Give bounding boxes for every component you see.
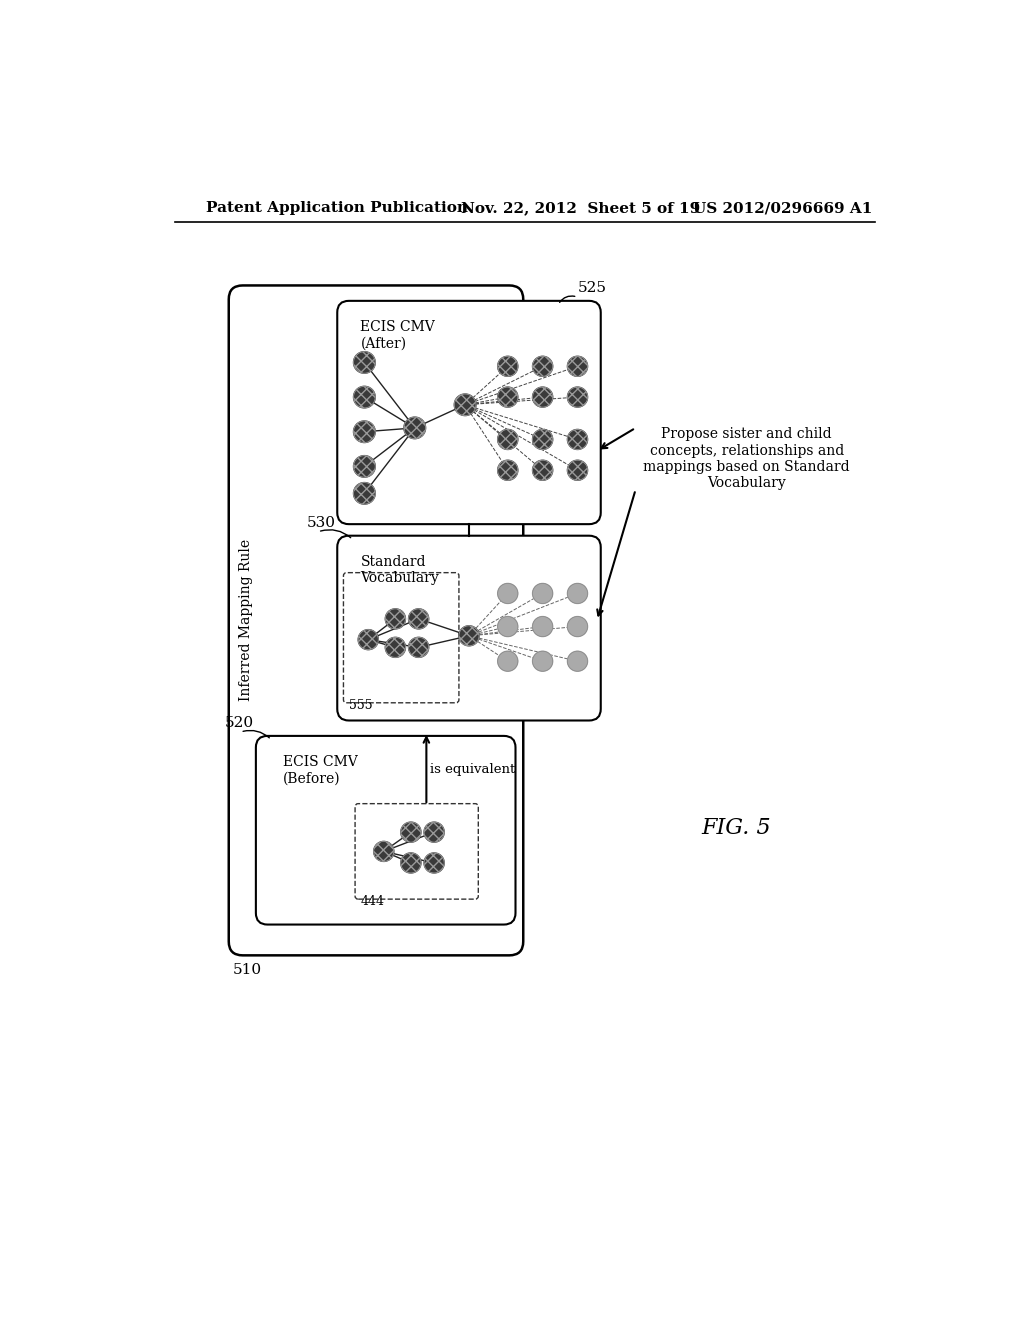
- Text: 444: 444: [360, 895, 384, 908]
- Text: 530: 530: [306, 516, 335, 529]
- Circle shape: [567, 429, 588, 449]
- Circle shape: [532, 387, 553, 407]
- Text: Standard
Vocabulary: Standard Vocabulary: [360, 554, 439, 585]
- Circle shape: [532, 429, 553, 449]
- Circle shape: [353, 483, 375, 504]
- Circle shape: [532, 651, 553, 671]
- FancyBboxPatch shape: [343, 573, 459, 702]
- Circle shape: [498, 461, 518, 480]
- Circle shape: [567, 583, 588, 603]
- Circle shape: [424, 822, 444, 842]
- Text: 520: 520: [225, 715, 254, 730]
- Circle shape: [400, 822, 421, 842]
- Circle shape: [567, 651, 588, 671]
- Text: 525: 525: [578, 281, 606, 294]
- Circle shape: [498, 616, 518, 636]
- Circle shape: [409, 638, 429, 657]
- Circle shape: [385, 638, 406, 657]
- Circle shape: [385, 609, 406, 628]
- Circle shape: [498, 387, 518, 407]
- Circle shape: [455, 395, 476, 416]
- Text: ECIS CMV
(Before): ECIS CMV (Before): [283, 755, 357, 785]
- Text: Inferred Mapping Rule: Inferred Mapping Rule: [239, 540, 253, 701]
- Text: US 2012/0296669 A1: US 2012/0296669 A1: [692, 202, 872, 215]
- Circle shape: [567, 356, 588, 376]
- Circle shape: [353, 421, 375, 442]
- Circle shape: [498, 583, 518, 603]
- Text: is equivalent: is equivalent: [430, 763, 515, 776]
- FancyBboxPatch shape: [337, 536, 601, 721]
- Circle shape: [498, 356, 518, 376]
- Circle shape: [403, 417, 426, 438]
- Circle shape: [567, 461, 588, 480]
- Circle shape: [358, 630, 378, 649]
- Circle shape: [459, 626, 479, 645]
- FancyBboxPatch shape: [337, 301, 601, 524]
- Text: FIG. 5: FIG. 5: [701, 817, 771, 840]
- Text: Nov. 22, 2012  Sheet 5 of 19: Nov. 22, 2012 Sheet 5 of 19: [461, 202, 700, 215]
- Text: 555: 555: [349, 700, 373, 711]
- Circle shape: [498, 429, 518, 449]
- Circle shape: [532, 461, 553, 480]
- Circle shape: [353, 351, 375, 374]
- Circle shape: [409, 609, 429, 628]
- Circle shape: [567, 387, 588, 407]
- Circle shape: [532, 356, 553, 376]
- Text: 510: 510: [232, 964, 262, 977]
- Circle shape: [532, 616, 553, 636]
- Circle shape: [424, 853, 444, 873]
- Text: ECIS CMV
(After): ECIS CMV (After): [360, 321, 435, 350]
- Circle shape: [400, 853, 421, 873]
- Circle shape: [353, 455, 375, 478]
- FancyBboxPatch shape: [355, 804, 478, 899]
- FancyBboxPatch shape: [256, 737, 515, 924]
- Circle shape: [374, 841, 394, 862]
- Text: Patent Application Publication: Patent Application Publication: [206, 202, 468, 215]
- Circle shape: [567, 616, 588, 636]
- FancyBboxPatch shape: [228, 285, 523, 956]
- Circle shape: [353, 387, 375, 408]
- Circle shape: [532, 583, 553, 603]
- Circle shape: [498, 651, 518, 671]
- Text: Propose sister and child
concepts, relationships and
mappings based on Standard
: Propose sister and child concepts, relat…: [643, 428, 850, 490]
